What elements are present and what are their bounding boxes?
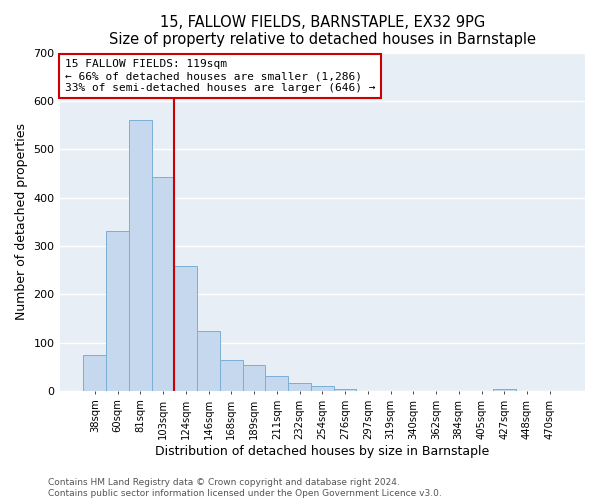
Bar bbox=[265, 376, 288, 391]
Title: 15, FALLOW FIELDS, BARNSTAPLE, EX32 9PG
Size of property relative to detached ho: 15, FALLOW FIELDS, BARNSTAPLE, EX32 9PG … bbox=[109, 15, 536, 48]
Bar bbox=[493, 388, 515, 391]
Y-axis label: Number of detached properties: Number of detached properties bbox=[15, 124, 28, 320]
Bar bbox=[288, 382, 311, 391]
Bar bbox=[242, 366, 265, 391]
Bar bbox=[175, 266, 197, 391]
Bar bbox=[220, 360, 242, 391]
Bar bbox=[83, 354, 106, 391]
Text: Contains HM Land Registry data © Crown copyright and database right 2024.
Contai: Contains HM Land Registry data © Crown c… bbox=[48, 478, 442, 498]
Bar bbox=[311, 386, 334, 391]
Bar bbox=[152, 177, 175, 391]
Bar bbox=[106, 232, 129, 391]
Bar bbox=[334, 388, 356, 391]
X-axis label: Distribution of detached houses by size in Barnstaple: Distribution of detached houses by size … bbox=[155, 444, 490, 458]
Text: 15 FALLOW FIELDS: 119sqm
← 66% of detached houses are smaller (1,286)
33% of sem: 15 FALLOW FIELDS: 119sqm ← 66% of detach… bbox=[65, 60, 375, 92]
Bar bbox=[129, 120, 152, 391]
Bar bbox=[197, 330, 220, 391]
